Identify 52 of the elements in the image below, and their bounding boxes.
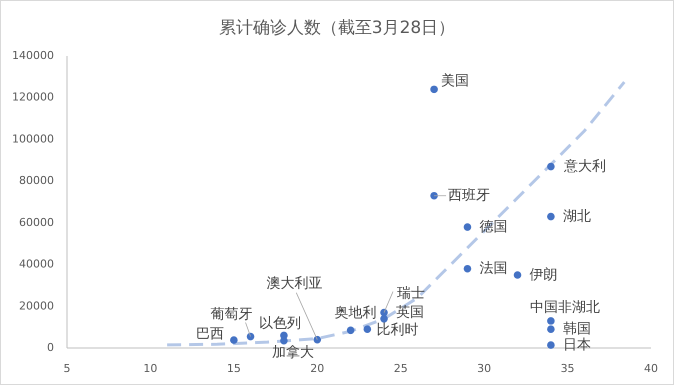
annotation: 韩国 xyxy=(562,321,591,338)
x-tick-label: 15 xyxy=(226,362,241,376)
point xyxy=(230,336,238,344)
point xyxy=(547,162,555,170)
point xyxy=(346,326,354,334)
annotation: 美国 xyxy=(441,73,470,90)
x-tick-label: 40 xyxy=(644,362,658,376)
annotation: 比利时 xyxy=(376,322,418,338)
annotation: 日本 xyxy=(562,336,591,353)
point xyxy=(547,317,555,325)
y-tick-label: 100000 xyxy=(12,132,54,146)
y-tick-label: 40000 xyxy=(19,258,54,271)
annotation: 英国 xyxy=(396,304,424,321)
y-tick-label: 80000 xyxy=(19,174,54,188)
point xyxy=(313,336,322,344)
annotation: 奥地利 xyxy=(334,305,377,322)
annotation: 瑞士 xyxy=(397,285,426,302)
annotation: 巴西 xyxy=(196,326,224,342)
annotation: 以色列 xyxy=(258,315,301,332)
annotation: 葡萄牙 xyxy=(210,306,253,322)
y-tick-label: 140000 xyxy=(12,49,54,62)
chart-title: 累计确诊人数（截至3月28日） xyxy=(218,18,456,38)
annotation: 伊朗 xyxy=(530,266,558,283)
annotation: 中国非湖北 xyxy=(530,300,600,316)
point xyxy=(246,332,254,340)
point xyxy=(547,325,555,334)
point xyxy=(430,192,438,200)
point xyxy=(547,212,555,220)
y-tick-label: 120000 xyxy=(12,90,54,104)
annotation: 西班牙 xyxy=(448,188,490,204)
point xyxy=(547,341,555,349)
annotation: 法国 xyxy=(479,260,508,277)
annotation: 加拿大 xyxy=(272,344,314,361)
y-tick-label: 60000 xyxy=(19,216,54,229)
annotation: 湖北 xyxy=(562,208,591,224)
annotation: 意大利 xyxy=(562,158,606,174)
point xyxy=(380,315,388,323)
x-tick-label: 35 xyxy=(560,362,575,376)
point xyxy=(464,223,472,231)
y-tick-label: 20000 xyxy=(19,299,54,312)
point xyxy=(364,325,372,334)
point xyxy=(430,86,438,94)
x-tick-label: 30 xyxy=(477,362,492,376)
annotation: 澳大利亚 xyxy=(266,275,322,292)
point xyxy=(464,264,472,273)
y-tick-label: 0 xyxy=(47,341,54,354)
x-tick-label: 25 xyxy=(394,362,408,376)
point xyxy=(514,271,522,279)
x-tick-label: 5 xyxy=(64,362,70,376)
annotation: 德国 xyxy=(479,218,508,235)
x-tick-label: 10 xyxy=(143,362,158,376)
x-tick-label: 20 xyxy=(310,362,324,376)
